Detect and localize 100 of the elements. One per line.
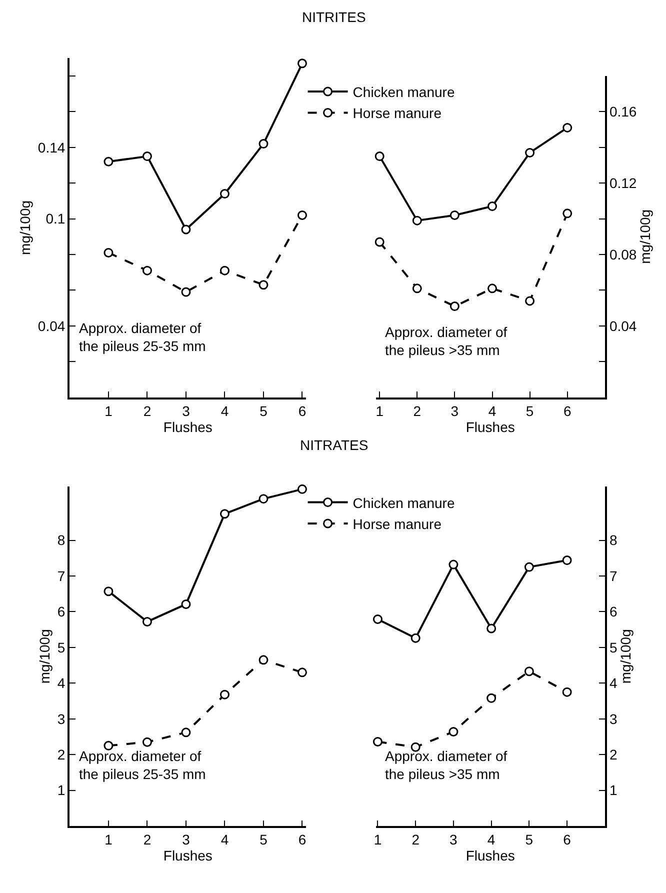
point xyxy=(220,509,230,519)
point xyxy=(104,740,114,750)
x-axis-title: Flushes xyxy=(163,418,212,435)
y2-axis-title: mg/100g xyxy=(636,209,653,264)
point xyxy=(104,586,114,596)
point xyxy=(258,139,268,149)
point xyxy=(220,266,230,276)
x-axis-title: Flushes xyxy=(466,418,515,435)
point xyxy=(525,148,535,158)
x-tick-label: 1 xyxy=(374,832,382,848)
point xyxy=(448,726,458,736)
x-tick-label: 2 xyxy=(412,832,420,848)
point xyxy=(220,189,230,199)
y-axis-title: mg/100g xyxy=(36,629,52,684)
x-axis-title: Flushes xyxy=(466,848,515,864)
point xyxy=(562,122,572,132)
point xyxy=(524,562,534,572)
x-tick-label: 2 xyxy=(143,402,152,419)
point xyxy=(562,556,572,566)
point xyxy=(142,152,152,162)
x-tick-label: 3 xyxy=(182,402,190,419)
chart-title: NITRITES xyxy=(302,9,366,25)
x-tick-label: 1 xyxy=(376,402,384,419)
annotation: Approx. diameter of the pileus 25-35 mm xyxy=(79,320,206,354)
y2-tick-label: 3 xyxy=(609,710,618,727)
x-tick-label: 4 xyxy=(220,402,229,419)
legend-label: Horse manure xyxy=(352,516,442,532)
point xyxy=(372,736,382,746)
y-tick-label: 1 xyxy=(57,782,66,798)
point xyxy=(488,202,497,212)
y-tick-label: 6 xyxy=(57,604,66,620)
point xyxy=(297,668,307,678)
y-tick-label: 7 xyxy=(57,568,66,584)
x-tick-label: 3 xyxy=(450,832,458,848)
point xyxy=(258,494,268,504)
y2-tick-label: 2 xyxy=(609,746,618,762)
x-tick-label: 1 xyxy=(104,402,113,419)
y-tick-label: 0.1 xyxy=(46,210,66,227)
y-tick-label: 3 xyxy=(57,710,66,727)
y-tick-label: 5 xyxy=(57,639,66,656)
point xyxy=(181,224,191,234)
point xyxy=(374,237,384,247)
point xyxy=(486,693,496,703)
legend-label: Chicken manure xyxy=(352,84,455,100)
y2-tick-label: 0.04 xyxy=(609,318,637,334)
y-tick-label: 8 xyxy=(57,532,66,548)
legend-label: Chicken manure xyxy=(352,494,455,511)
point xyxy=(374,152,384,162)
x-tick-label: 6 xyxy=(563,832,572,848)
y2-tick-label: 1 xyxy=(609,782,618,798)
x-tick-label: 5 xyxy=(525,832,534,848)
x-tick-label: 3 xyxy=(182,832,190,848)
point xyxy=(181,728,191,738)
y2-tick-label: 8 xyxy=(609,532,618,548)
point xyxy=(410,742,420,752)
point xyxy=(142,266,152,276)
point xyxy=(297,210,307,220)
y-tick-label: 4 xyxy=(57,675,66,692)
point xyxy=(142,616,152,626)
point xyxy=(450,302,460,312)
point xyxy=(412,216,422,226)
point xyxy=(562,208,572,218)
x-tick-label: 4 xyxy=(488,402,496,419)
point xyxy=(297,58,307,68)
point xyxy=(142,737,152,747)
point xyxy=(104,156,114,166)
y2-tick-label: 5 xyxy=(609,639,618,656)
y2-tick-label: 7 xyxy=(609,568,618,584)
y2-tick-label: 0.12 xyxy=(609,174,637,191)
x-tick-label: 2 xyxy=(413,402,422,419)
annotation: Approx. diameter of the pileus >35 mm xyxy=(385,324,508,358)
x-tick-label: 1 xyxy=(104,832,113,848)
y2-tick-label: 6 xyxy=(609,604,618,620)
annotation: Approx. diameter of the pileus >35 mm xyxy=(385,748,508,782)
point xyxy=(524,666,534,676)
point xyxy=(525,296,535,306)
point xyxy=(488,284,497,294)
point xyxy=(258,655,268,665)
point xyxy=(486,624,496,634)
x-tick-label: 4 xyxy=(487,832,496,848)
point xyxy=(297,484,307,494)
point xyxy=(104,248,114,258)
point xyxy=(181,599,191,609)
x-tick-label: 5 xyxy=(260,832,268,848)
y-axis-title: mg/100g xyxy=(17,200,34,255)
x-tick-label: 4 xyxy=(220,832,229,848)
point xyxy=(562,687,572,697)
x-tick-label: 6 xyxy=(298,402,306,419)
y2-tick-label: 0.08 xyxy=(609,246,637,262)
x-tick-label: 5 xyxy=(260,402,268,419)
point xyxy=(220,690,230,700)
point xyxy=(450,210,460,220)
point xyxy=(258,280,268,290)
y2-axis-title: mg/100g xyxy=(617,629,634,684)
x-tick-label: 6 xyxy=(563,402,572,419)
point xyxy=(181,287,191,297)
x-tick-label: 5 xyxy=(526,402,534,419)
annotation: Approx. diameter of the pileus 25-35 mm xyxy=(79,748,206,782)
x-tick-label: 2 xyxy=(143,832,152,848)
point xyxy=(412,284,422,294)
